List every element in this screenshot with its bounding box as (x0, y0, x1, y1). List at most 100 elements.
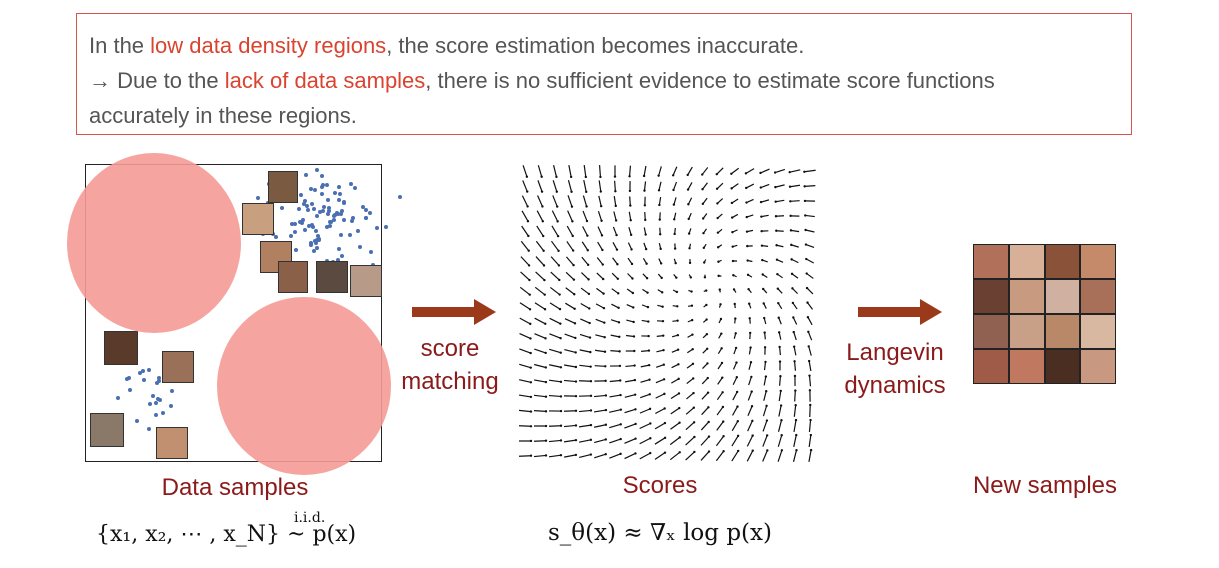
score-vector-head (673, 218, 676, 221)
score-vector (763, 391, 767, 401)
score-matching-label: score matching (401, 335, 499, 395)
score-vector-head (633, 378, 637, 382)
score-vector-head (558, 278, 561, 282)
score-vector (627, 242, 633, 250)
score-vector (793, 435, 797, 447)
data-point (309, 241, 314, 246)
score-vector (567, 210, 573, 222)
score-vector-head (526, 190, 529, 193)
score-vector-head (526, 205, 529, 208)
score-vector-head (789, 200, 792, 203)
score-vector-head (807, 345, 810, 348)
score-vector (536, 225, 544, 237)
score-vector (582, 195, 588, 207)
score-vector (747, 391, 753, 401)
generated-face (974, 245, 1008, 278)
score-vector-head (779, 375, 782, 378)
score-vector (518, 409, 532, 413)
score-vector-head (691, 333, 694, 336)
score-vector-head (677, 377, 680, 381)
score-vector-head (730, 216, 734, 219)
data-point (339, 233, 344, 237)
langevin-dynamics-label: Langevin dynamics (844, 339, 946, 399)
score-vector (613, 196, 617, 206)
score-vector (578, 424, 592, 428)
score-vector-head (690, 290, 693, 293)
score-vector-head (715, 172, 718, 176)
score-vector-head (529, 337, 532, 340)
score-vector-head (764, 360, 767, 364)
data-point (140, 368, 145, 373)
score-vector (549, 286, 561, 296)
score-vector (521, 210, 529, 222)
score-vector-head (765, 419, 769, 422)
score-vector (594, 365, 606, 367)
score-vector-head (761, 287, 765, 291)
score-vector (763, 376, 767, 386)
data-point (305, 203, 310, 208)
score-vector (643, 181, 647, 191)
score-vector-head (759, 200, 763, 204)
score-vector (628, 211, 632, 221)
score-vector (566, 241, 574, 251)
score-vector-head (750, 390, 753, 393)
data-point (337, 198, 342, 203)
score-vector-head (603, 336, 606, 339)
score-vector-head (541, 205, 544, 208)
data-point (309, 187, 314, 192)
callout-line-3: accurately in these regions. (89, 103, 357, 128)
score-vector-head (573, 307, 576, 311)
score-vector-head (659, 262, 663, 265)
score-vector-head (632, 335, 636, 338)
score-vector-head (634, 422, 637, 426)
data-point (274, 235, 279, 240)
score-vector-head (731, 245, 734, 248)
score-vector-head (662, 334, 665, 337)
data-point (328, 223, 333, 228)
score-vector (732, 376, 738, 386)
score-vector-head (642, 174, 646, 178)
score-vector-head (559, 395, 563, 398)
data-point (350, 216, 355, 221)
score-vector (596, 257, 604, 265)
score-vector-head (585, 190, 588, 194)
score-vector (747, 405, 753, 417)
score-vector-head (794, 389, 797, 392)
score-vector-head (619, 452, 622, 456)
score-vector-head (706, 362, 709, 365)
score-vector (805, 243, 815, 249)
score-vector (671, 363, 679, 369)
score-vector-head (716, 231, 720, 234)
data-point (157, 379, 162, 384)
score-vector-head (705, 289, 708, 292)
score-vector (805, 229, 815, 233)
score-vector-head (805, 272, 808, 275)
score-vector-head (559, 424, 563, 427)
score-vector (760, 168, 770, 174)
score-vector (611, 303, 619, 309)
data-point (142, 377, 147, 382)
face-thumbnail (162, 351, 194, 383)
data-point (147, 427, 152, 432)
score-vector-head (765, 404, 768, 408)
score-vector-head (544, 351, 547, 355)
data-point (157, 398, 162, 403)
score-vector (625, 334, 635, 338)
score-vector-head (629, 219, 632, 222)
score-vector-head (750, 405, 754, 408)
score-vector (624, 394, 636, 398)
score-vector-head (574, 351, 577, 354)
score-vector-head (701, 202, 705, 206)
score-vector-head (528, 278, 531, 282)
low-density-circle-top (67, 153, 241, 333)
score-vector (717, 377, 723, 385)
data-point (300, 220, 305, 225)
data-point (302, 199, 307, 204)
score-vector-head (686, 188, 690, 191)
score-vector-head (661, 305, 664, 308)
score-vector-head (663, 436, 667, 440)
data-point (312, 238, 317, 243)
score-vector (685, 407, 695, 415)
score-vector-head (780, 419, 783, 422)
score-vector-head (775, 258, 779, 261)
